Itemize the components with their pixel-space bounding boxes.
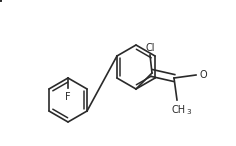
Text: CH: CH <box>172 105 186 115</box>
Text: 3: 3 <box>186 109 191 115</box>
Text: F: F <box>65 92 71 102</box>
Text: Cl: Cl <box>145 43 155 53</box>
Text: O: O <box>199 70 207 80</box>
